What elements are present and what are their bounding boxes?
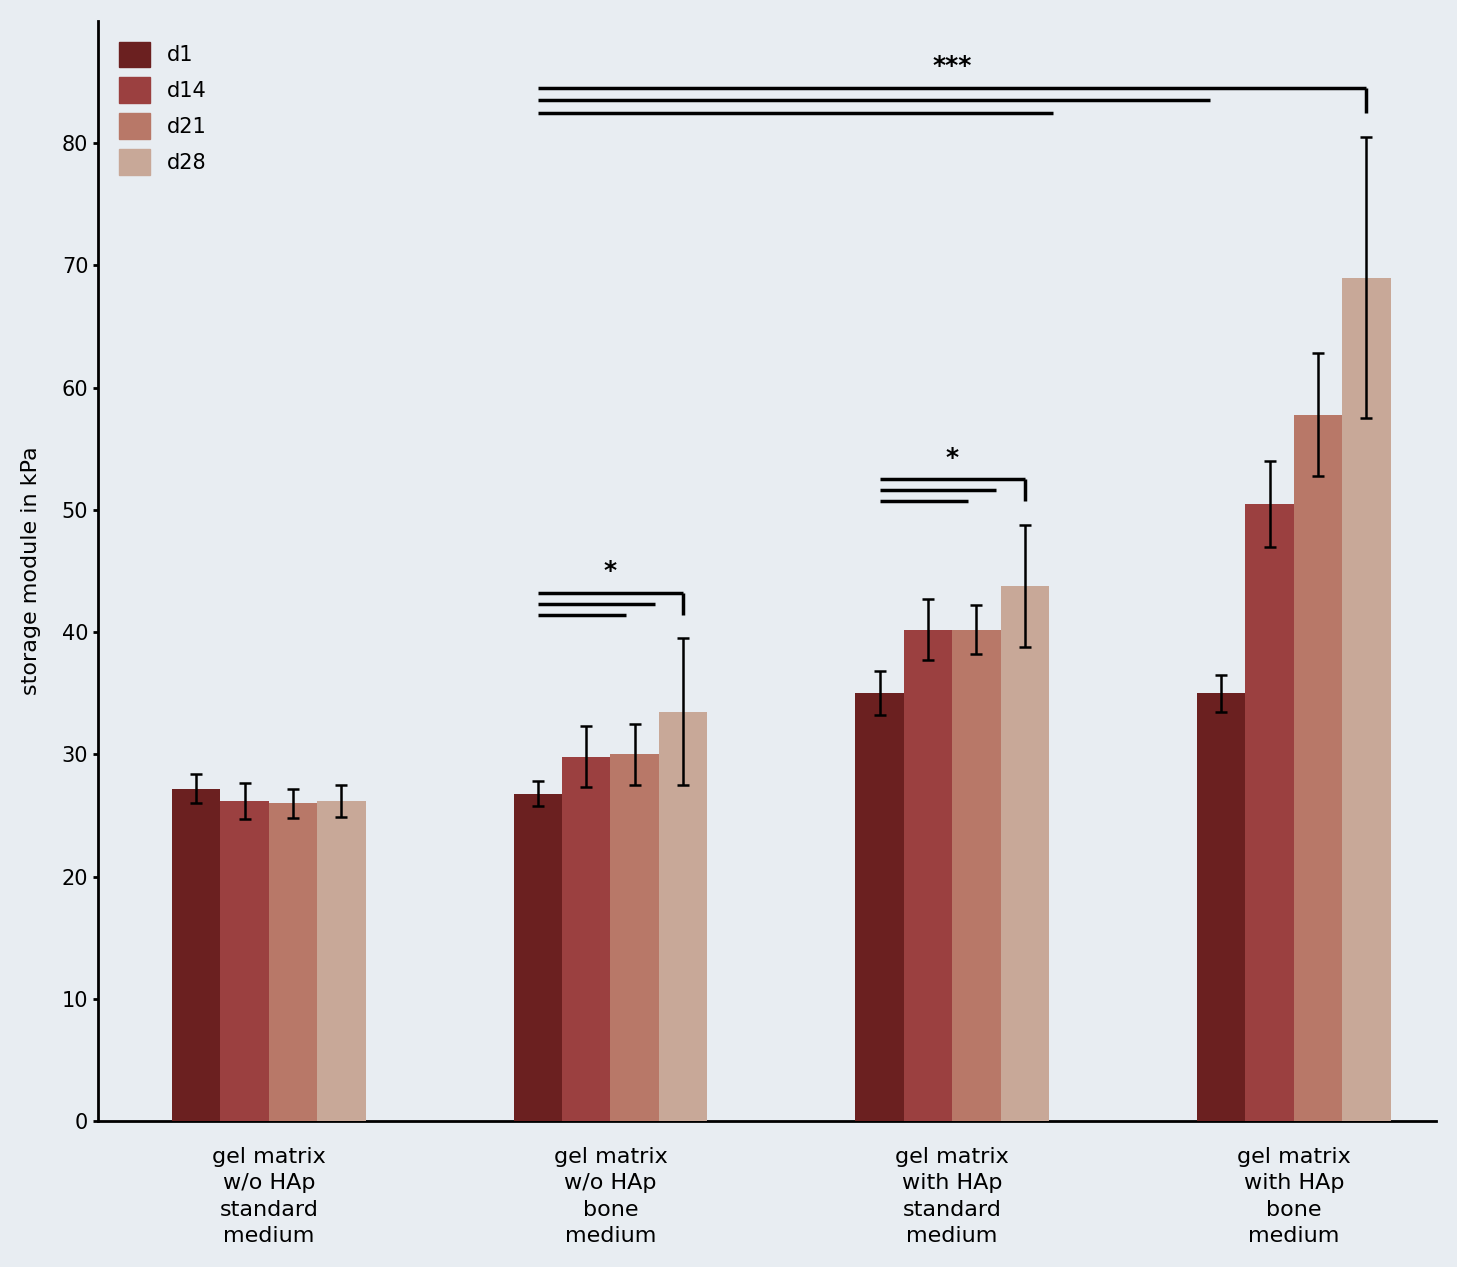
Legend: d1, d14, d21, d28: d1, d14, d21, d28 <box>108 32 217 185</box>
Bar <box>659 712 707 1121</box>
Bar <box>1342 277 1390 1121</box>
Y-axis label: storage module in kPa: storage module in kPa <box>20 447 41 696</box>
Bar <box>903 630 953 1121</box>
Bar <box>1001 585 1049 1121</box>
Bar <box>562 756 610 1121</box>
Bar <box>1246 504 1294 1121</box>
Bar <box>1294 414 1342 1121</box>
Bar <box>514 793 562 1121</box>
Text: *: * <box>605 559 618 583</box>
Bar <box>270 803 318 1121</box>
Text: *: * <box>946 446 959 470</box>
Text: ***: *** <box>932 54 972 79</box>
Bar <box>610 754 659 1121</box>
Bar <box>220 801 270 1121</box>
Bar <box>855 693 903 1121</box>
Bar <box>318 801 366 1121</box>
Bar <box>1198 693 1246 1121</box>
Bar <box>172 788 220 1121</box>
Bar <box>953 630 1001 1121</box>
